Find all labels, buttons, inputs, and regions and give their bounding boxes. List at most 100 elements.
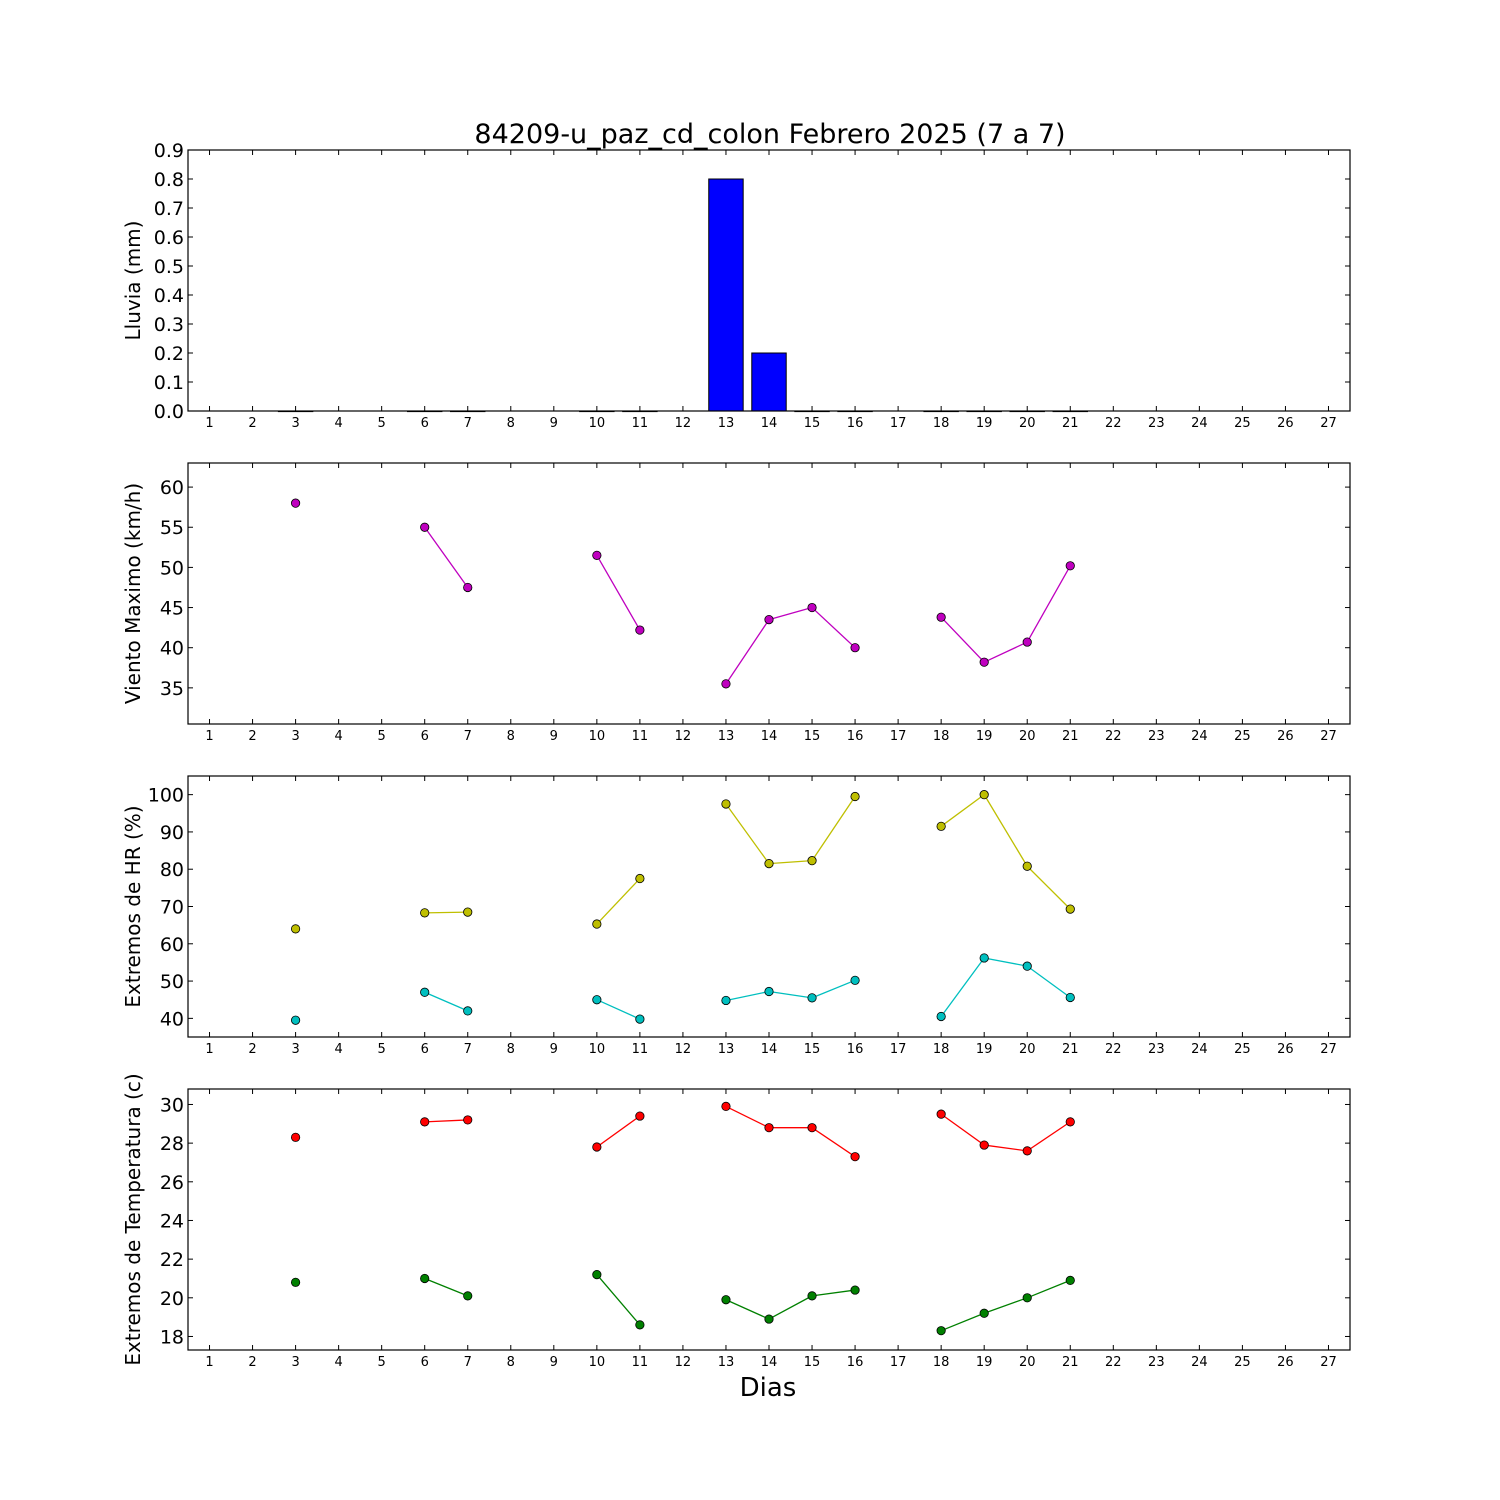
data-point-humidity-0 bbox=[463, 907, 473, 917]
data-point-humidity-1 bbox=[290, 1015, 301, 1025]
data-point-humidity-0 bbox=[290, 924, 301, 934]
y-tick-label-rain: 0.7 bbox=[154, 198, 184, 220]
series-line-temperature-0 bbox=[1026, 1121, 1071, 1152]
x-tick-label-humidity: 13 bbox=[718, 1042, 735, 1057]
x-tick-label-wind: 7 bbox=[464, 729, 472, 744]
x-tick-label-rain: 20 bbox=[1019, 416, 1036, 431]
x-tick-label-humidity: 17 bbox=[890, 1042, 907, 1057]
x-tick-label-temperature: 20 bbox=[1019, 1355, 1036, 1370]
x-tick-label-humidity: 2 bbox=[248, 1042, 256, 1057]
x-tick-label-wind: 9 bbox=[550, 729, 558, 744]
data-point-humidity-1 bbox=[463, 1006, 473, 1016]
x-tick-label-wind: 2 bbox=[248, 729, 256, 744]
data-point-wind-0 bbox=[463, 582, 473, 593]
data-point-humidity-1 bbox=[979, 953, 989, 963]
data-point-temperature-1 bbox=[764, 1314, 774, 1324]
x-tick-label-rain: 13 bbox=[718, 416, 735, 431]
x-tick-label-humidity: 20 bbox=[1019, 1042, 1036, 1057]
x-tick-label-wind: 11 bbox=[632, 729, 649, 744]
y-tick-label-temperature: 30 bbox=[160, 1094, 184, 1116]
x-tick-label-wind: 16 bbox=[847, 729, 864, 744]
data-point-humidity-0 bbox=[979, 790, 989, 800]
x-tick-label-humidity: 6 bbox=[421, 1042, 429, 1057]
data-point-temperature-1 bbox=[1065, 1275, 1075, 1286]
x-tick-label-humidity: 26 bbox=[1277, 1042, 1294, 1057]
x-tick-label-rain: 21 bbox=[1062, 416, 1079, 431]
series-line-humidity-0 bbox=[768, 859, 813, 865]
series-line-temperature-0 bbox=[424, 1119, 468, 1123]
data-point-wind-0 bbox=[1065, 561, 1075, 571]
data-point-humidity-1 bbox=[592, 995, 602, 1005]
x-tick-label-wind: 25 bbox=[1234, 729, 1251, 744]
x-tick-label-rain: 17 bbox=[890, 416, 907, 431]
data-point-temperature-1 bbox=[979, 1308, 989, 1318]
y-tick-label-wind: 35 bbox=[160, 678, 184, 700]
y-tick-label-rain: 0.8 bbox=[154, 169, 184, 191]
x-tick-label-wind: 13 bbox=[718, 729, 735, 744]
x-tick-label-temperature: 24 bbox=[1191, 1355, 1208, 1370]
chart-title: 84209-u_paz_cd_colon Febrero 2025 (7 a 7… bbox=[474, 119, 1065, 150]
series-line-temperature-0 bbox=[940, 1113, 985, 1146]
series-line-humidity-1 bbox=[725, 990, 770, 1002]
x-tick-label-temperature: 1 bbox=[205, 1355, 213, 1370]
data-point-humidity-0 bbox=[764, 859, 774, 869]
x-tick-label-temperature: 23 bbox=[1148, 1355, 1165, 1370]
data-point-temperature-0 bbox=[764, 1123, 774, 1133]
x-tick-label-temperature: 18 bbox=[933, 1355, 950, 1370]
x-tick-label-wind: 27 bbox=[1320, 729, 1337, 744]
x-tick-label-wind: 3 bbox=[291, 729, 299, 744]
x-tick-label-rain: 1 bbox=[205, 416, 213, 431]
data-point-wind-0 bbox=[850, 643, 860, 653]
x-tick-label-wind: 5 bbox=[378, 729, 386, 744]
x-tick-label-humidity: 16 bbox=[847, 1042, 864, 1057]
x-tick-label-rain: 2 bbox=[248, 416, 256, 431]
x-tick-label-rain: 8 bbox=[507, 416, 515, 431]
x-tick-label-humidity: 4 bbox=[334, 1042, 342, 1057]
y-tick-label-wind: 55 bbox=[160, 517, 184, 539]
x-tick-label-humidity: 23 bbox=[1148, 1042, 1165, 1057]
y-axis-label-rain: Lluvia (mm) bbox=[121, 221, 145, 341]
x-tick-label-rain: 26 bbox=[1277, 416, 1294, 431]
x-tick-label-wind: 18 bbox=[933, 729, 950, 744]
x-tick-label-humidity: 12 bbox=[675, 1042, 692, 1057]
x-tick-label-rain: 19 bbox=[976, 416, 993, 431]
y-tick-label-wind: 60 bbox=[160, 477, 184, 499]
series-line-humidity-0 bbox=[725, 803, 770, 865]
data-point-humidity-0 bbox=[936, 821, 946, 831]
y-tick-label-rain: 0.2 bbox=[154, 343, 184, 365]
x-tick-label-humidity: 21 bbox=[1062, 1042, 1079, 1057]
x-tick-label-humidity: 15 bbox=[804, 1042, 821, 1057]
series-line-temperature-1 bbox=[768, 1295, 813, 1320]
series-line-temperature-0 bbox=[811, 1127, 856, 1158]
x-tick-label-rain: 25 bbox=[1234, 416, 1251, 431]
y-tick-label-temperature: 24 bbox=[160, 1210, 184, 1232]
data-point-temperature-0 bbox=[592, 1142, 602, 1152]
x-tick-label-temperature: 27 bbox=[1320, 1355, 1337, 1370]
x-tick-label-wind: 17 bbox=[890, 729, 907, 744]
data-point-humidity-1 bbox=[1065, 992, 1075, 1003]
panel-rain: 0.00.10.20.30.40.50.60.70.80.91 2 3 4 5 6 7 8 9 1… bbox=[121, 140, 1351, 431]
series-line-wind-0 bbox=[725, 619, 770, 685]
data-point-temperature-0 bbox=[290, 1132, 301, 1142]
plot-frame-rain bbox=[187, 149, 1351, 412]
data-point-temperature-0 bbox=[635, 1111, 645, 1121]
data-point-humidity-1 bbox=[936, 1011, 946, 1022]
data-point-humidity-1 bbox=[1022, 961, 1032, 971]
x-tick-label-rain: 12 bbox=[675, 416, 692, 431]
y-tick-label-humidity: 60 bbox=[160, 934, 184, 956]
series-line-humidity-0 bbox=[424, 911, 468, 914]
series-line-temperature-1 bbox=[811, 1289, 856, 1297]
series-line-temperature-1 bbox=[424, 1277, 468, 1297]
x-tick-label-rain: 27 bbox=[1320, 416, 1337, 431]
series-line-temperature-1 bbox=[725, 1299, 770, 1320]
x-tick-label-temperature: 26 bbox=[1277, 1355, 1294, 1370]
y-tick-label-rain: 0.6 bbox=[154, 227, 184, 249]
x-tick-label-rain: 5 bbox=[378, 416, 386, 431]
data-point-humidity-1 bbox=[850, 975, 860, 985]
series-line-temperature-0 bbox=[725, 1105, 770, 1129]
plot-frame-humidity bbox=[187, 775, 1351, 1038]
data-point-temperature-0 bbox=[936, 1109, 946, 1119]
series-line-temperature-0 bbox=[984, 1144, 1028, 1152]
series-line-humidity-1 bbox=[424, 991, 468, 1012]
